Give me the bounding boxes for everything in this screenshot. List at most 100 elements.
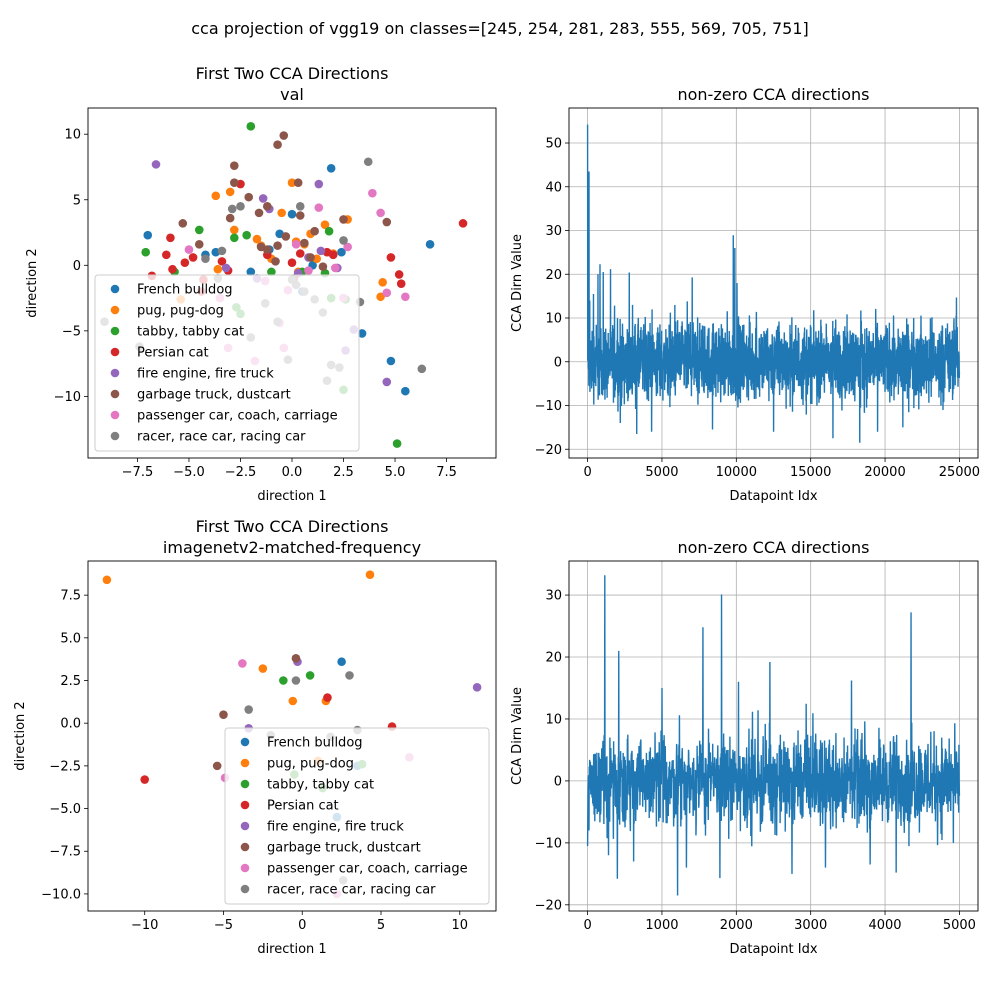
scatter-point bbox=[271, 257, 280, 266]
legend-label: fire engine, fire truck bbox=[137, 367, 274, 382]
scatter-point bbox=[287, 209, 297, 219]
legend-marker bbox=[110, 284, 120, 294]
figure-suptitle: cca projection of vgg19 on classes=[245,… bbox=[191, 19, 809, 38]
scatter-point bbox=[236, 202, 245, 211]
y-tick-label: 20 bbox=[545, 268, 562, 283]
scatter-point bbox=[256, 242, 266, 252]
x-axis-label: Datapoint Idx bbox=[729, 489, 817, 504]
scatter-point bbox=[376, 208, 385, 218]
y-tick-label: 30 bbox=[545, 224, 562, 239]
scatter-point bbox=[337, 247, 346, 257]
scatter-point bbox=[382, 377, 392, 387]
x-tick-label: 0.0 bbox=[282, 465, 303, 480]
scatter-point bbox=[143, 230, 153, 240]
legend-marker bbox=[110, 347, 120, 357]
imagenetv2-cca-line-chart: 0 1000 2000 3000 4000 5000 −20 −10 0 10 20 30 non-ze… bbox=[510, 538, 979, 957]
y-axis-label: direction 2 bbox=[25, 248, 40, 317]
x-tick-label: −2.5 bbox=[225, 465, 257, 480]
scatter-point bbox=[386, 356, 396, 366]
x-tick-label: 5000 bbox=[645, 465, 678, 480]
scatter-point bbox=[337, 657, 346, 667]
y-tick-label: 50 bbox=[545, 137, 562, 152]
legend-marker bbox=[110, 431, 120, 441]
chart-title: non-zero CCA directions bbox=[677, 538, 869, 557]
scatter-point bbox=[291, 676, 301, 685]
scatter-point bbox=[244, 192, 254, 202]
y-tick-label: 5.0 bbox=[60, 631, 81, 646]
scatter-point bbox=[225, 213, 235, 223]
scatter-point bbox=[230, 178, 239, 188]
scatter-point bbox=[194, 225, 204, 235]
scatter-point bbox=[324, 226, 334, 236]
cca-direction-series-line bbox=[586, 124, 961, 443]
scatter-point bbox=[382, 217, 392, 227]
scatter-point bbox=[318, 262, 328, 271]
scatter-point bbox=[288, 696, 298, 706]
scatter-point bbox=[273, 241, 282, 250]
y-tick-label: −20 bbox=[535, 898, 562, 913]
legend: French bulldog pug, pug-dog tabby, tabby c… bbox=[224, 727, 490, 905]
chart-title: First Two CCA Directions bbox=[196, 64, 389, 83]
scatter-point bbox=[378, 278, 387, 287]
x-tick-label: 10000 bbox=[716, 465, 757, 480]
scatter-point bbox=[392, 439, 402, 448]
chart-title: First Two CCA Directions bbox=[196, 517, 389, 536]
scatter-point bbox=[219, 710, 228, 719]
scatter-point bbox=[306, 253, 315, 262]
val-scatter-chart: −7.5 −5.0 −2.5 0.0 2.5 5.0 7.5 −10 −5 0 5 10 First T… bbox=[25, 64, 497, 504]
scatter-point bbox=[314, 203, 324, 212]
scatter-point bbox=[345, 671, 354, 680]
legend-marker bbox=[240, 737, 250, 747]
legend: French bulldog pug, pug-dog tabby, tabby c… bbox=[94, 274, 360, 452]
legend-marker bbox=[240, 863, 250, 873]
x-tick-label: 3000 bbox=[794, 918, 827, 933]
scatter-point bbox=[254, 208, 264, 218]
plot-background bbox=[569, 561, 978, 911]
x-tick-label: 7.5 bbox=[436, 465, 457, 480]
legend-label: pug, pug-dog bbox=[267, 757, 354, 772]
x-tick-label: 15000 bbox=[790, 465, 831, 480]
x-tick-label: 5.0 bbox=[385, 465, 406, 480]
scatter-point bbox=[258, 194, 268, 203]
x-tick-label: 1000 bbox=[645, 918, 678, 933]
x-tick-label: 2000 bbox=[720, 918, 753, 933]
legend-label: Persian cat bbox=[137, 346, 209, 361]
y-tick-label: −20 bbox=[535, 443, 562, 458]
scatter-point bbox=[201, 254, 210, 264]
scatter-point bbox=[365, 570, 375, 579]
legend-label: Persian cat bbox=[267, 799, 339, 814]
chart-subtitle: imagenetv2-matched-frequency bbox=[163, 538, 421, 557]
scatter-point bbox=[310, 226, 319, 236]
scatter-point bbox=[417, 364, 427, 374]
scatter-point bbox=[396, 279, 406, 288]
scatter-point bbox=[252, 234, 262, 244]
scatter-point bbox=[458, 219, 468, 228]
scatter-point bbox=[295, 249, 305, 258]
y-tick-label: 40 bbox=[545, 180, 562, 195]
legend-label: fire engine, fire truck bbox=[267, 820, 404, 835]
x-tick-label: 2.5 bbox=[333, 465, 354, 480]
legend-box bbox=[224, 727, 490, 905]
scatter-point bbox=[168, 264, 177, 274]
y-tick-label: 7.5 bbox=[60, 589, 81, 604]
chart-title: non-zero CCA directions bbox=[677, 85, 869, 104]
legend-marker bbox=[110, 389, 120, 399]
scatter-point bbox=[213, 264, 223, 274]
scatter-point bbox=[300, 238, 309, 248]
scatter-point bbox=[227, 204, 237, 214]
y-tick-label: 0 bbox=[554, 774, 562, 789]
chart-subtitle: val bbox=[280, 85, 304, 104]
legend-label: passenger car, coach, carriage bbox=[267, 862, 468, 877]
scatter-point bbox=[316, 246, 326, 256]
scatter-point bbox=[323, 693, 332, 702]
scatter-point bbox=[425, 240, 435, 249]
legend-marker bbox=[240, 842, 250, 852]
scatter-point bbox=[330, 263, 340, 273]
scatter-point bbox=[281, 232, 291, 241]
scatter-point bbox=[279, 676, 288, 685]
y-tick-label: 0 bbox=[73, 259, 81, 274]
y-tick-label: −5 bbox=[62, 324, 81, 339]
y-axis-label: direction 2 bbox=[13, 701, 28, 770]
y-tick-label: 20 bbox=[545, 651, 562, 666]
